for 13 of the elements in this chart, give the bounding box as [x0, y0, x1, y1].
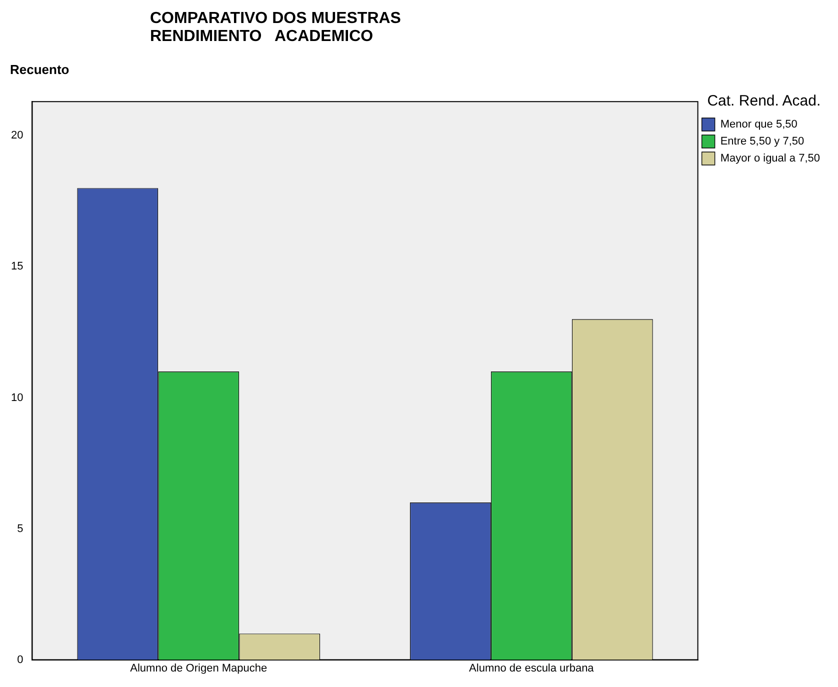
y-tick-label: 20: [10, 130, 24, 142]
x-tick-label: Alumno de escula urbana: [469, 662, 595, 674]
legend-label: Mayor o igual a 7,50: [720, 152, 820, 165]
y-tick-label: 15: [10, 260, 24, 273]
chart-title: COMPARATIVO DOS MUESTRAS RENDIMIENTO ACADEMICO: [150, 9, 402, 47]
y-tick-label: 0: [17, 654, 24, 666]
x-tick-label: Alumno de Origen Mapuche: [130, 662, 268, 674]
y-axis-title: Recuento: [10, 61, 70, 79]
legend-label: Entre 5,50 y 7,50: [720, 136, 804, 148]
y-tick-label: 10: [10, 392, 24, 404]
y-tick-label: 5: [17, 522, 24, 535]
legend-title: Cat. Rend. Acad.: [707, 92, 821, 110]
legend-label: Menor que 5,50: [720, 118, 798, 131]
